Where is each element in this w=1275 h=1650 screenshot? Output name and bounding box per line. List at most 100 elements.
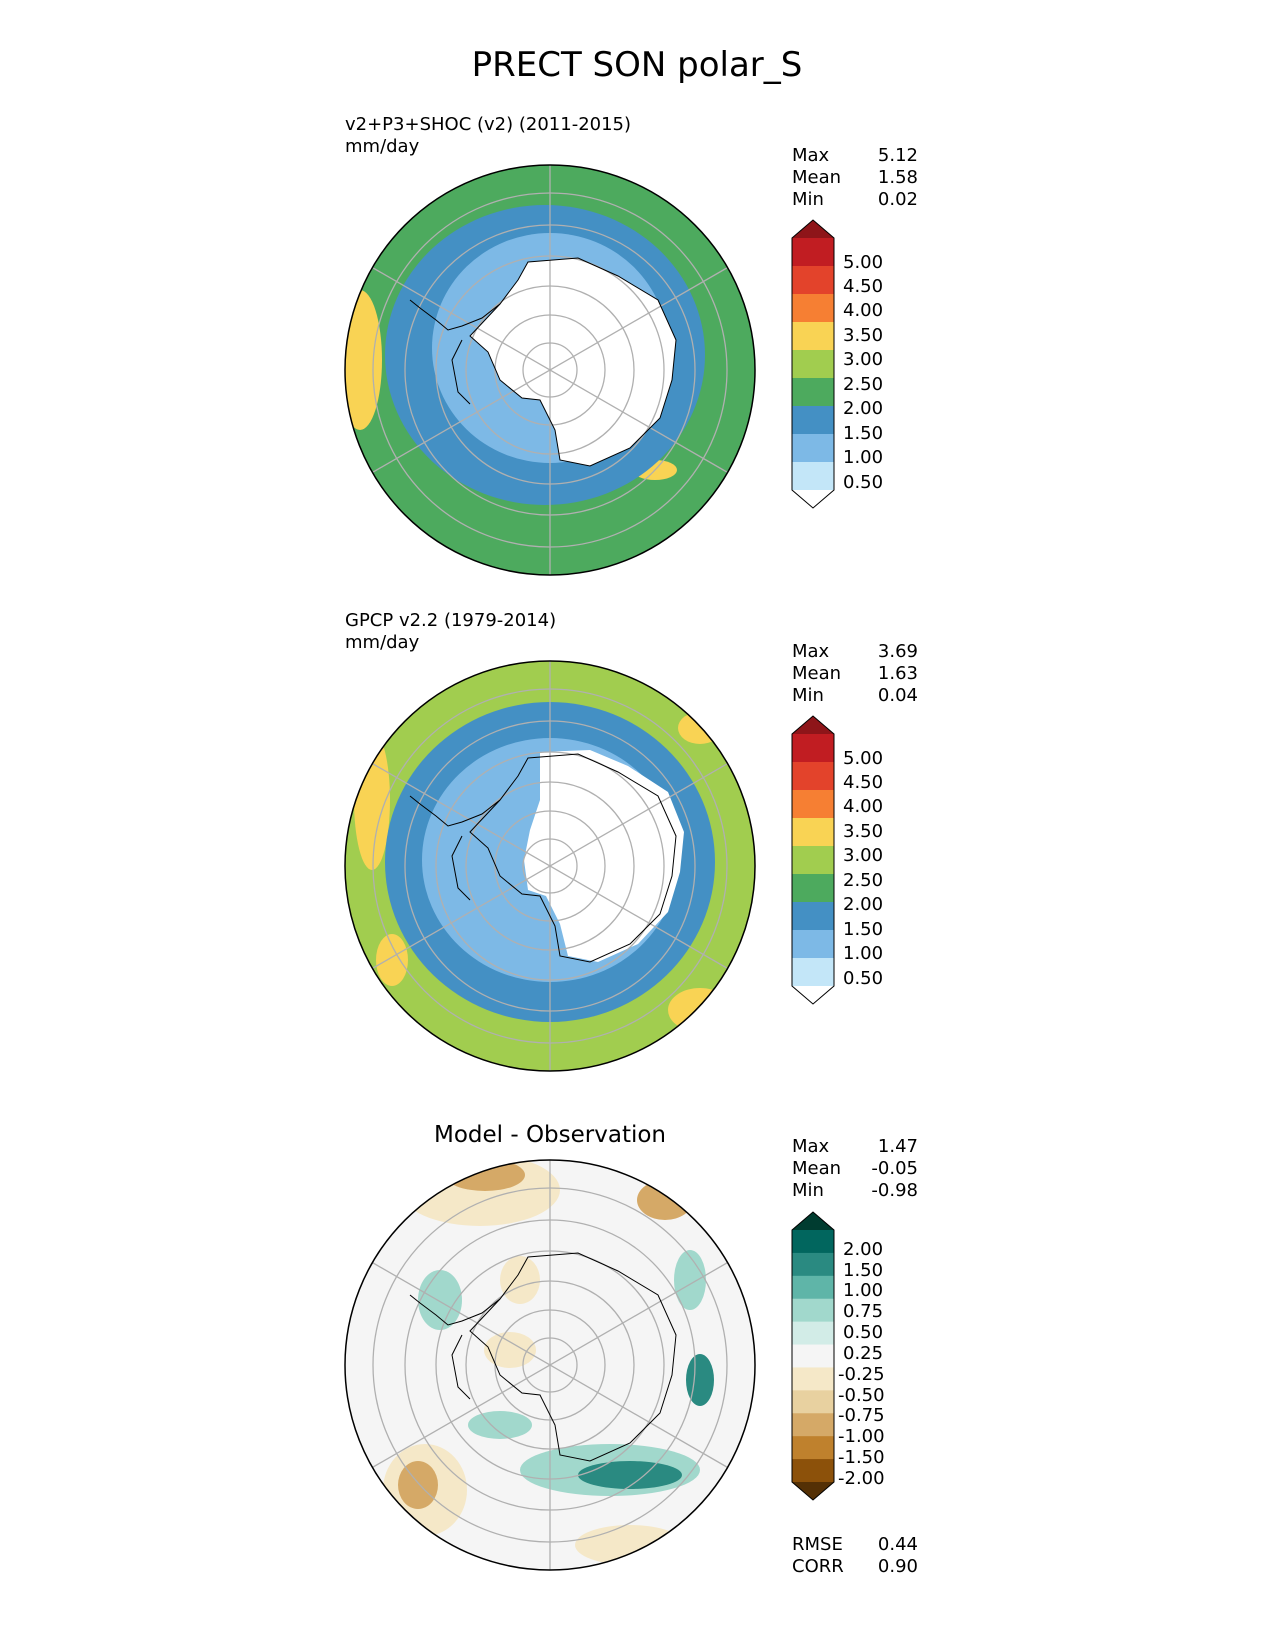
colorbar-tick-label: 3.50 (843, 325, 883, 346)
colorbar-tick-label: -2.00 (838, 1468, 885, 1489)
colorbar-swatch (792, 378, 834, 407)
colorbar-tick-label: 1.50 (843, 919, 883, 940)
colorbar-extend-min (792, 1482, 834, 1500)
map-border (344, 1159, 756, 1571)
colorbar-extend-max (792, 220, 834, 239)
colorbar-swatch (792, 1252, 834, 1277)
colorbar-swatch (792, 1230, 834, 1254)
colorbar-swatch (792, 930, 834, 959)
stat-value-mean: -0.05 (871, 1158, 918, 1179)
peninsula-coastline (409, 299, 501, 405)
colorbar-tick-label: 2.50 (843, 870, 883, 891)
field-high-anomaly (354, 730, 390, 870)
colorbar-tick-label: 3.50 (843, 821, 883, 842)
stat-value-min: 0.04 (878, 685, 918, 706)
field-weak-negative (575, 1525, 685, 1565)
field-negative-anomaly (637, 1180, 693, 1220)
colorbar-swatch (792, 734, 834, 763)
stat-label-mean: Mean (792, 1158, 841, 1179)
field-weak-negative (484, 1332, 536, 1368)
panel-test-stats: Max 5.12 Mean 1.58 Min 0.02 (792, 145, 918, 210)
colorbar-reference: 5.00 4.50 4.00 3.50 3.00 2.50 2.00 1.50 … (791, 715, 883, 1005)
colorbar-tick-label: 2.00 (843, 398, 883, 419)
stat-value-min: 0.02 (878, 189, 918, 210)
colorbar-tick-label: 0.50 (843, 968, 883, 989)
stat-label-mean: Mean (792, 663, 841, 684)
coastline (469, 257, 677, 467)
field-weak-negative (500, 1256, 540, 1304)
colorbar-difference: 2.00 1.50 1.00 0.75 0.50 0.25 -0.25 -0.5… (791, 1211, 885, 1501)
stat-label-corr: CORR (792, 1556, 844, 1577)
colorbar-swatch (792, 350, 834, 379)
colorbar-tick-label: 0.50 (843, 472, 883, 493)
colorbar-tick-label: 1.50 (843, 423, 883, 444)
colorbar-swatch (792, 294, 834, 323)
panel-test-subtitle: v2+P3+SHOC (v2) (2011-2015) (345, 114, 631, 135)
panel-difference: Model - Observation Max 1.47 Mean -0.05 … (344, 1122, 918, 1577)
colorbar-extend-max (792, 716, 834, 735)
field-weak-positive (468, 1411, 532, 1439)
panel-difference-stats: Max 1.47 Mean -0.05 Min -0.98 (792, 1136, 918, 1201)
colorbar-swatch (792, 1275, 834, 1300)
colorbar-swatch (792, 846, 834, 875)
colorbar-tick-label: 1.00 (843, 1280, 883, 1301)
colorbar-tick-label: 5.00 (843, 252, 883, 273)
colorbar-swatch (792, 406, 834, 435)
stat-label-max: Max (792, 641, 830, 662)
stat-label-min: Min (792, 189, 824, 210)
stat-value-rmse: 0.44 (878, 1534, 918, 1555)
colorbar-tick-label: 0.75 (843, 1301, 883, 1322)
stat-value-mean: 1.58 (878, 167, 918, 188)
panel-test-units: mm/day (345, 136, 420, 157)
colorbar-swatch (792, 874, 834, 903)
stat-value-max: 3.69 (878, 641, 918, 662)
panel-reference-stats: Max 3.69 Mean 1.63 Min 0.04 (792, 641, 918, 706)
colorbar-swatch (792, 322, 834, 351)
stat-label-max: Max (792, 145, 830, 166)
colorbar-tick-label: 4.50 (843, 276, 883, 297)
colorbar-swatch (792, 462, 834, 491)
colorbar-tick-label: 1.00 (843, 943, 883, 964)
panel-reference-subtitle: GPCP v2.2 (1979-2014) (345, 610, 556, 631)
map-border (344, 164, 756, 576)
stat-label-rmse: RMSE (792, 1534, 843, 1555)
field-weak-positive (418, 1270, 462, 1330)
colorbar-swatch (792, 1459, 834, 1483)
colorbar-tick-label: 4.00 (843, 300, 883, 321)
colorbar-swatch (792, 1413, 834, 1437)
field-positive-anomaly (686, 1354, 714, 1406)
stat-label-mean: Mean (792, 167, 841, 188)
colorbar-swatch (792, 762, 834, 791)
colorbar-test: 5.00 4.50 4.00 3.50 3.00 2.50 2.00 1.50 … (791, 219, 883, 509)
colorbar-swatch (792, 790, 834, 819)
field-negative-anomaly (398, 1461, 438, 1509)
stat-label-max: Max (792, 1136, 830, 1157)
stat-value-max: 1.47 (878, 1136, 918, 1157)
colorbar-swatch (792, 1298, 834, 1323)
panel-test: v2+P3+SHOC (v2) (2011-2015) mm/day Max 5… (344, 114, 918, 576)
stat-label-min: Min (792, 685, 824, 706)
field-positive-anomaly (578, 1461, 682, 1489)
colorbar-extend-max (792, 1212, 834, 1231)
colorbar-outline (791, 715, 835, 1005)
colorbar-tick-label: 0.50 (843, 1322, 883, 1343)
colorbar-tick-label: -1.50 (838, 1447, 885, 1468)
colorbar-tick-label: 0.25 (843, 1343, 883, 1364)
colorbar-tick-label: -1.00 (838, 1426, 885, 1447)
colorbar-swatch (792, 434, 834, 463)
colorbar-outline (791, 219, 835, 509)
coastline (469, 1252, 677, 1462)
colorbar-tick-label: -0.25 (838, 1364, 885, 1385)
colorbar-tick-label: 2.00 (843, 894, 883, 915)
stat-value-min: -0.98 (871, 1180, 918, 1201)
colorbar-extend-min (792, 490, 834, 508)
colorbar-tick-label: -0.75 (838, 1405, 885, 1426)
field-antarctica (470, 258, 676, 466)
field-high-anomaly (668, 988, 732, 1032)
figure-title: PRECT SON polar_S (472, 45, 803, 85)
stat-value-mean: 1.63 (878, 663, 918, 684)
colorbar-swatch (792, 902, 834, 931)
panel-difference-extra-stats: RMSE 0.44 CORR 0.90 (792, 1534, 918, 1577)
colorbar-tick-label: 5.00 (843, 748, 883, 769)
